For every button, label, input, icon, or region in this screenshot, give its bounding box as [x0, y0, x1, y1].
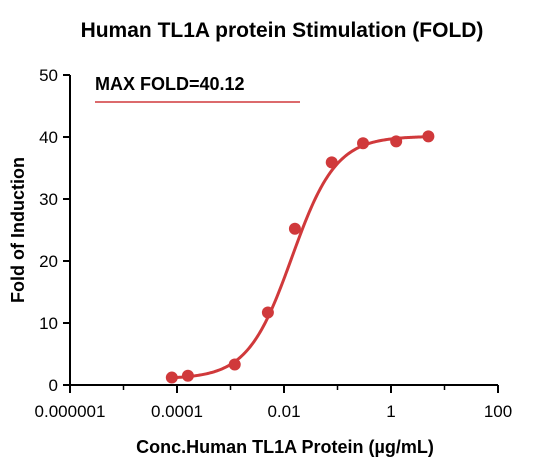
x-tick-label: 1 [386, 402, 395, 421]
max-fold-annotation: MAX FOLD=40.12 [95, 74, 245, 94]
y-tick-label: 20 [39, 252, 58, 271]
data-point [228, 358, 241, 371]
x-tick-label: 0.0001 [151, 402, 203, 421]
chart-title: Human TL1A protein Stimulation (FOLD) [81, 19, 484, 42]
y-tick-label: 0 [49, 376, 58, 395]
ticks: 0 10 20 30 40 50 0.000001 0.0001 0.01 1 100 [35, 66, 513, 421]
data-point [288, 222, 301, 235]
data-point [390, 135, 403, 148]
y-axis-title: Fold of Induction [8, 157, 28, 303]
y-tick-label: 50 [39, 66, 58, 85]
data-point [325, 156, 338, 169]
data-point [165, 371, 178, 384]
y-tick-label: 10 [39, 314, 58, 333]
x-tick-label: 100 [484, 402, 512, 421]
y-tick-label: 40 [39, 128, 58, 147]
data-points [165, 130, 435, 384]
x-tick-label: 0.01 [267, 402, 300, 421]
fit-curve [171, 135, 429, 380]
y-tick-label: 30 [39, 190, 58, 209]
axes [69, 75, 498, 386]
data-point [261, 306, 274, 319]
x-axis-title: Conc.Human TL1A Protein (µg/mL) [136, 437, 434, 457]
data-point [357, 137, 370, 150]
x-tick-label: 0.000001 [35, 402, 106, 421]
data-point [181, 369, 194, 382]
data-point [422, 130, 435, 143]
